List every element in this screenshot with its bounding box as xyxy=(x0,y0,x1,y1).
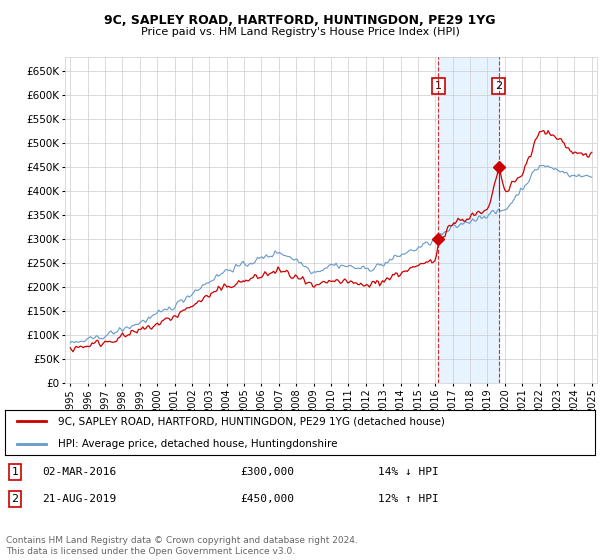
Text: 12% ↑ HPI: 12% ↑ HPI xyxy=(378,494,439,504)
Text: £450,000: £450,000 xyxy=(240,494,294,504)
Text: 1: 1 xyxy=(11,467,19,477)
Text: 1: 1 xyxy=(435,81,442,91)
Text: 2: 2 xyxy=(11,494,19,504)
Text: Price paid vs. HM Land Registry's House Price Index (HPI): Price paid vs. HM Land Registry's House … xyxy=(140,27,460,37)
Text: 02-MAR-2016: 02-MAR-2016 xyxy=(42,467,116,477)
Text: 9C, SAPLEY ROAD, HARTFORD, HUNTINGDON, PE29 1YG (detached house): 9C, SAPLEY ROAD, HARTFORD, HUNTINGDON, P… xyxy=(58,416,445,426)
Text: £300,000: £300,000 xyxy=(240,467,294,477)
Text: 14% ↓ HPI: 14% ↓ HPI xyxy=(378,467,439,477)
Text: Contains HM Land Registry data © Crown copyright and database right 2024.
This d: Contains HM Land Registry data © Crown c… xyxy=(6,536,358,556)
Text: 9C, SAPLEY ROAD, HARTFORD, HUNTINGDON, PE29 1YG: 9C, SAPLEY ROAD, HARTFORD, HUNTINGDON, P… xyxy=(104,14,496,27)
Text: HPI: Average price, detached house, Huntingdonshire: HPI: Average price, detached house, Hunt… xyxy=(58,438,338,449)
Text: 2: 2 xyxy=(495,81,502,91)
Text: 21-AUG-2019: 21-AUG-2019 xyxy=(42,494,116,504)
Bar xyxy=(438,57,499,383)
